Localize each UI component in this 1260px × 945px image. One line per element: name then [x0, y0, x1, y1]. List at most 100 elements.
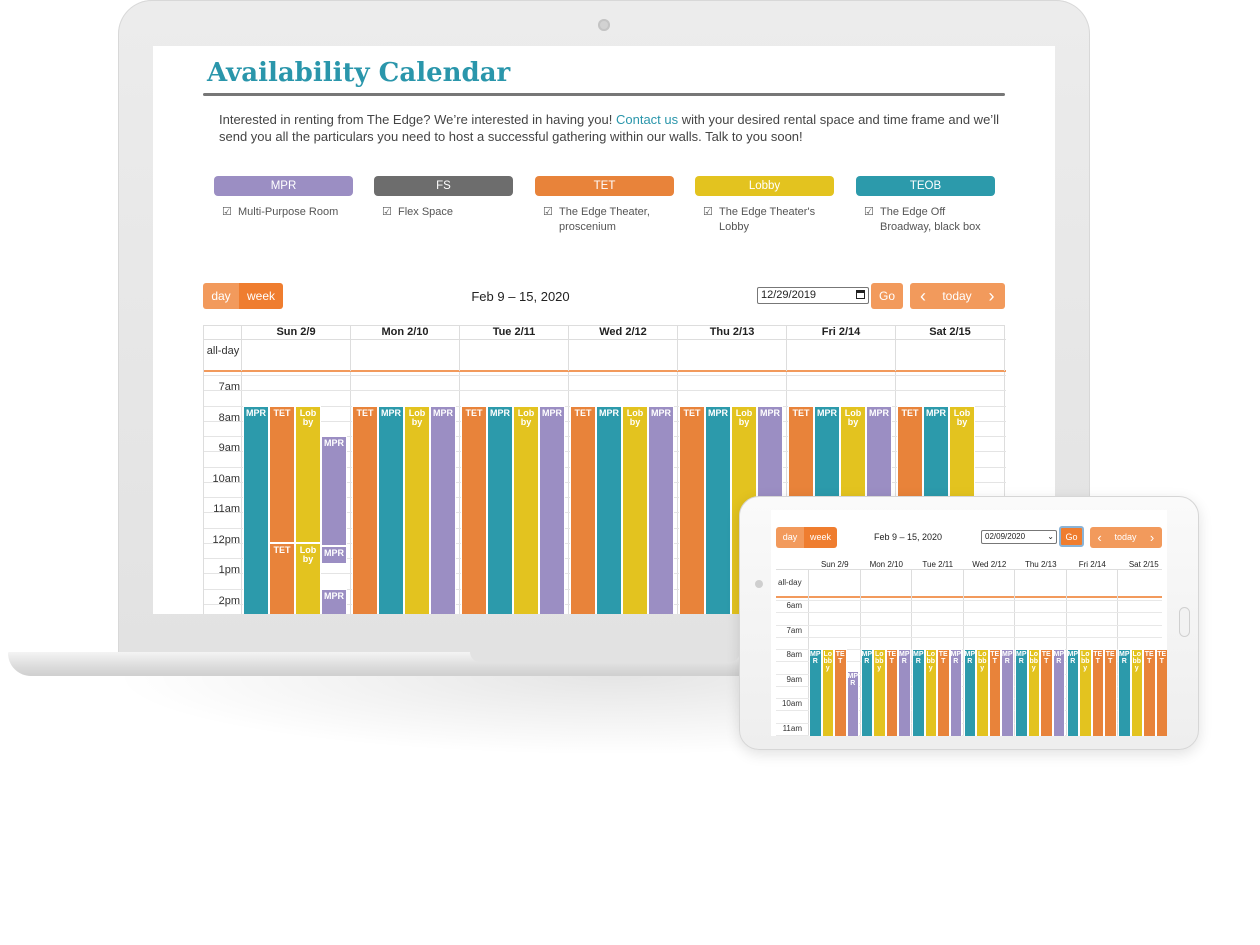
time-label: 2pm — [218, 594, 240, 607]
tablet-date-value: 02/09/2020 — [985, 532, 1026, 541]
legend-pill-tet: TET — [535, 176, 674, 196]
tablet-event[interactable]: Lobby — [1079, 649, 1092, 736]
contact-link[interactable]: Contact us — [615, 112, 679, 127]
checkbox-icon[interactable]: ☑ — [543, 206, 553, 218]
event-tet[interactable]: TET — [679, 405, 705, 614]
grid-line — [350, 339, 351, 371]
event-lobby[interactable]: Lob by — [622, 405, 648, 614]
tablet-chevron-right-icon: › — [1149, 530, 1155, 545]
event-lobby[interactable]: Lob by — [513, 405, 539, 614]
next-week-button[interactable]: › — [978, 283, 1005, 309]
event-lobby[interactable]: Lob by — [404, 405, 430, 614]
tablet-next-button[interactable]: › — [1142, 527, 1162, 548]
event-tet[interactable]: TET — [269, 405, 295, 543]
tablet-event[interactable]: Lobby — [1130, 649, 1143, 736]
grid-line — [962, 569, 964, 736]
tablet-event[interactable]: Lobby — [976, 649, 989, 736]
tablet-day-header: Tue 2/11 — [922, 560, 954, 569]
event-tet[interactable]: TET — [461, 405, 487, 614]
go-button[interactable]: Go — [871, 283, 903, 309]
event-tet[interactable]: TET — [269, 542, 295, 614]
tablet-event[interactable]: TET — [1143, 649, 1156, 736]
legend-pill-mpr: MPR — [214, 176, 353, 196]
event-mpr[interactable]: MPR — [648, 405, 674, 614]
tablet-event[interactable]: Lobby — [924, 649, 937, 736]
tablet-event[interactable]: TET — [937, 649, 950, 736]
tablet-event[interactable]: TET — [1091, 649, 1104, 736]
tablet-event[interactable]: MPR — [963, 649, 976, 736]
tablet-event[interactable]: MPR — [949, 649, 962, 736]
legend-item-tet: ☑ The Edge Theater, proscenium — [543, 205, 673, 235]
grid-line — [776, 612, 1162, 614]
day-header: Wed 2/12 — [569, 325, 678, 339]
legend-item-fs: ☑ Flex Space — [382, 205, 512, 220]
laptop-notch — [470, 652, 740, 662]
day-view-button[interactable]: day — [203, 283, 239, 309]
today-button[interactable]: today — [936, 283, 978, 309]
event-tet[interactable]: TET — [570, 405, 596, 614]
week-view-button[interactable]: week — [239, 283, 283, 309]
tablet-today-button[interactable]: today — [1109, 527, 1142, 548]
grid-line — [1065, 569, 1067, 736]
tablet-prev-button[interactable]: ‹ — [1090, 527, 1109, 548]
grid-line — [776, 569, 1162, 570]
event-mpr[interactable]: MPR — [539, 405, 565, 614]
event-mpr[interactable]: MPR — [243, 405, 269, 614]
grid-line — [776, 600, 1162, 601]
tablet-date-range-title: Feb 9 – 15, 2020 — [873, 532, 943, 542]
tablet-event[interactable]: Lobby — [1027, 649, 1040, 736]
tablet-week-button[interactable]: week — [804, 527, 837, 548]
tablet-go-button[interactable]: Go — [1059, 526, 1084, 547]
tablet-event[interactable]: MPR — [1015, 649, 1028, 736]
tablet-event[interactable]: MPR — [912, 649, 925, 736]
tablet-event[interactable]: Lobby — [873, 649, 886, 736]
event-mpr[interactable]: MPR — [487, 405, 513, 614]
checkbox-icon[interactable]: ☑ — [222, 206, 232, 218]
grid-line — [677, 339, 678, 371]
tablet-day-header: Sun 2/9 — [820, 560, 849, 569]
event-mpr[interactable]: MPR — [705, 405, 731, 614]
checkbox-icon[interactable]: ☑ — [703, 206, 713, 218]
tablet-event[interactable]: TET — [988, 649, 1001, 736]
grid-line — [350, 372, 351, 614]
event-mpr[interactable]: MPR — [378, 405, 404, 614]
tablet-event[interactable]: MPR — [898, 649, 911, 736]
event-mpr[interactable]: MPR — [321, 436, 347, 546]
event-mpr[interactable]: MPR — [596, 405, 622, 614]
tablet-day-button[interactable]: day — [776, 527, 804, 548]
checkbox-icon[interactable]: ☑ — [382, 206, 392, 218]
tablet-event[interactable]: MPR — [1052, 649, 1065, 736]
legend-pill-lobby: Lobby — [695, 176, 834, 196]
tablet-event[interactable]: MPR — [809, 649, 822, 736]
event-lobby[interactable]: Lob by — [295, 405, 321, 543]
checkbox-icon[interactable]: ☑ — [864, 206, 874, 218]
time-label: 11am — [213, 503, 240, 515]
tablet-event[interactable]: TET — [1155, 649, 1167, 736]
tablet-event[interactable]: TET — [834, 649, 847, 736]
tablet-event[interactable]: MPR — [1001, 649, 1014, 736]
tablet-event[interactable]: MPR — [1118, 649, 1131, 736]
tablet-event[interactable]: MPR — [860, 649, 873, 736]
tablet-event[interactable]: TET — [1040, 649, 1053, 736]
date-input-value: 12/29/2019 — [761, 289, 817, 301]
event-tet[interactable]: TET — [352, 405, 378, 614]
tablet-screen: day week Feb 9 – 15, 2020 02/09/2020 ⌄ Go… — [771, 510, 1167, 736]
event-mpr[interactable]: MPR — [321, 588, 347, 614]
event-mpr[interactable]: MPR — [430, 405, 456, 614]
event-mpr[interactable]: MPR — [321, 545, 347, 565]
event-lobby[interactable]: Lob by — [295, 542, 321, 614]
tablet-event[interactable]: TET — [885, 649, 898, 736]
tablet-event[interactable]: MPR — [846, 671, 859, 736]
tablet-event[interactable]: MPR — [1066, 649, 1079, 736]
tablet-event[interactable]: TET — [1104, 649, 1117, 736]
date-input[interactable]: 12/29/2019 — [757, 287, 869, 304]
legend-description: The Edge Theater, proscenium — [559, 206, 650, 233]
tablet-date-select[interactable]: 02/09/2020 ⌄ — [981, 530, 1057, 544]
prev-week-button[interactable]: ‹ — [910, 283, 936, 309]
calendar-icon[interactable] — [856, 290, 865, 299]
grid-line — [808, 569, 809, 736]
page-title: Availability Calendar — [207, 58, 511, 88]
grid-line — [568, 339, 569, 371]
tablet-event[interactable]: Lobby — [821, 649, 834, 736]
intro-paragraph: Interested in renting from The Edge? We’… — [219, 112, 999, 145]
